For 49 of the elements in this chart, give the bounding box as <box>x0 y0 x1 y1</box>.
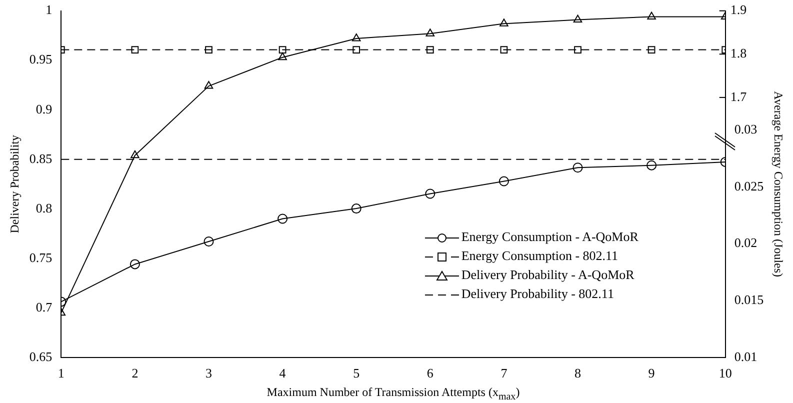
x-tick-label: 1 <box>58 366 64 381</box>
y2-tick-label: 0.01 <box>734 348 758 364</box>
point <box>352 34 361 42</box>
point <box>647 12 656 20</box>
legend-label: Energy Consumption - A-QoMoR <box>461 229 638 244</box>
point <box>130 259 140 270</box>
x-tick-label: 4 <box>279 366 286 381</box>
x-tick-label: 3 <box>206 366 212 381</box>
y3-tick-label: 1.7 <box>730 88 748 104</box>
y3-tick-label: 1.8 <box>730 46 747 61</box>
y-tick-label: 1 <box>46 2 52 18</box>
point <box>130 150 140 158</box>
point <box>426 28 435 36</box>
point <box>572 162 583 173</box>
y-tick-label: 0.9 <box>36 101 52 116</box>
point <box>573 14 582 22</box>
point <box>278 52 287 60</box>
y2-axis-title: Average Energy Consumption (Joules) <box>772 91 786 278</box>
x-tick-label: 7 <box>500 366 508 381</box>
x-axis-title: Maximum Number of Transmission Attempts (x$_{max}$) <box>266 385 521 402</box>
point <box>425 188 436 199</box>
y-tick-label: 0.95 <box>29 52 52 67</box>
point <box>351 204 362 214</box>
x-tick-label: 5 <box>353 366 360 381</box>
y-tick-label: 0.7 <box>36 299 53 314</box>
legend-label: Energy Consumption - 802.11 <box>461 248 618 264</box>
y2-tick-label: 0.025 <box>734 178 764 194</box>
x-tick-label: 6 <box>426 366 434 381</box>
y-tick-label: 0.75 <box>29 250 52 265</box>
legend-label: Delivery Probability - 802.11 <box>461 286 614 302</box>
y2-tick-label: 0.02 <box>734 235 758 250</box>
point <box>498 176 509 186</box>
x-tick-label: 8 <box>574 366 581 381</box>
y2-tick-label: 0.03 <box>734 122 758 137</box>
point <box>204 236 214 246</box>
y-tick-label: 0.65 <box>29 348 52 364</box>
point <box>204 81 214 89</box>
x-tick-label: 2 <box>132 366 138 381</box>
point <box>500 18 508 26</box>
y-tick-label: 0.8 <box>36 200 52 216</box>
legend-label: Delivery Probability - A-QoMoR <box>461 267 634 282</box>
y-tick-label: 0.85 <box>29 150 52 166</box>
y2-tick-label: 0.015 <box>734 292 764 307</box>
point <box>278 214 288 224</box>
x-tick-label: 10 <box>718 366 732 381</box>
x-tick-label: 9 <box>648 366 655 381</box>
y-axis-title: Delivery Probability <box>7 134 22 234</box>
y3-tick-label: 1.9 <box>730 2 747 18</box>
point <box>646 160 657 170</box>
